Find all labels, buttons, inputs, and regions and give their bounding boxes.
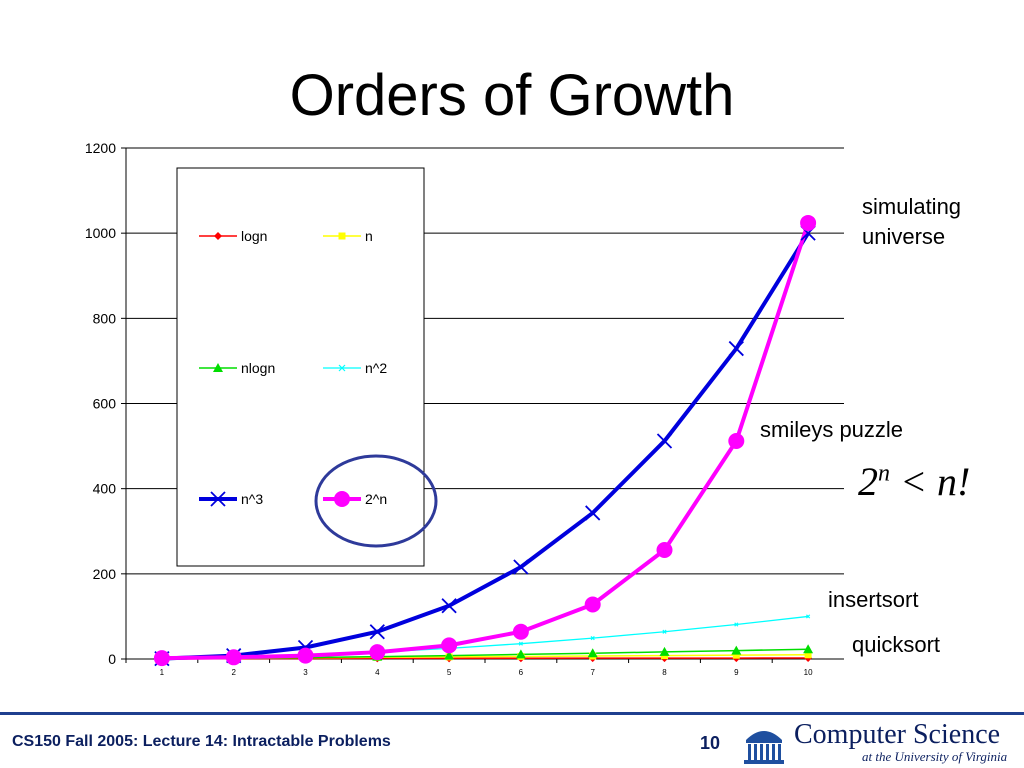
x-tick-label: 3 bbox=[303, 668, 308, 677]
formula: 2n < n! bbox=[858, 458, 970, 505]
data-point bbox=[334, 491, 350, 507]
y-tick-label: 200 bbox=[93, 566, 117, 582]
y-tick-label: 600 bbox=[93, 396, 117, 412]
x-tick-label: 10 bbox=[804, 668, 813, 677]
data-point bbox=[728, 340, 744, 357]
data-point bbox=[214, 232, 222, 240]
data-point bbox=[338, 364, 346, 372]
x-tick-label: 8 bbox=[662, 668, 667, 677]
series-line-n3 bbox=[161, 232, 810, 661]
data-point bbox=[213, 363, 223, 372]
data-point bbox=[731, 645, 742, 655]
data-point bbox=[734, 622, 739, 627]
legend-label-logn: logn bbox=[241, 228, 267, 244]
data-point bbox=[806, 614, 811, 619]
data-point bbox=[728, 432, 745, 449]
series-line-2n bbox=[161, 222, 810, 661]
growth-chart: 0 200 400 600 800 1000 1200 1 2 3 4 5 6 7 8 9 10 logn n nlo… bbox=[85, 140, 844, 677]
logo-subtext: at the University of Virginia bbox=[862, 749, 1008, 764]
legend-label-n2: n^2 bbox=[365, 360, 387, 376]
rotunda-icon bbox=[744, 731, 784, 764]
data-point bbox=[656, 433, 673, 449]
logo-text: Computer Science bbox=[794, 719, 1001, 750]
y-tick-label: 1000 bbox=[85, 225, 116, 241]
annotation-simulating: simulating bbox=[862, 194, 962, 219]
data-point bbox=[662, 629, 667, 634]
formula-exponent: n bbox=[878, 460, 890, 487]
slide-title: Orders of Growth bbox=[289, 63, 735, 128]
data-point bbox=[441, 598, 457, 614]
x-tick-label: 1 bbox=[160, 668, 165, 677]
y-tick-label: 0 bbox=[108, 651, 116, 667]
data-point bbox=[441, 637, 458, 654]
data-point bbox=[732, 651, 740, 659]
data-point bbox=[584, 596, 601, 613]
x-tick-label: 5 bbox=[447, 668, 452, 677]
annotation-quicksort: quicksort bbox=[852, 632, 941, 657]
legend-label-n3: n^3 bbox=[241, 491, 263, 507]
data-point bbox=[338, 232, 346, 240]
data-point bbox=[515, 649, 526, 659]
data-point bbox=[153, 650, 170, 667]
formula-rest: < n! bbox=[900, 459, 971, 504]
x-tick-label: 6 bbox=[519, 668, 524, 677]
data-point bbox=[369, 624, 385, 640]
x-tick-label: 7 bbox=[590, 668, 595, 677]
footer-lecture-title: CS150 Fall 2005: Lecture 14: Intractable… bbox=[12, 733, 391, 750]
data-point bbox=[297, 647, 314, 664]
formula-base: 2 bbox=[858, 459, 878, 504]
x-tick-label: 4 bbox=[375, 668, 380, 677]
footer-divider bbox=[0, 712, 1024, 715]
annotation-universe: universe bbox=[862, 224, 946, 249]
page-number: 10 bbox=[700, 733, 721, 753]
data-point bbox=[587, 648, 598, 658]
data-point bbox=[225, 649, 242, 666]
data-point bbox=[369, 644, 386, 661]
data-point bbox=[210, 491, 226, 507]
y-tick-label: 1200 bbox=[85, 140, 116, 156]
x-tick-label: 9 bbox=[734, 668, 739, 677]
legend-label-n: n bbox=[365, 228, 373, 244]
department-logo: Computer Science at the University of Vi… bbox=[742, 718, 1014, 766]
data-point bbox=[585, 505, 601, 521]
y-tick-label: 800 bbox=[93, 310, 117, 326]
data-point bbox=[800, 214, 817, 231]
legend-label-nlogn: nlogn bbox=[241, 360, 275, 376]
annotation-insertsort: insertsort bbox=[828, 587, 919, 612]
data-point bbox=[513, 559, 529, 575]
data-point bbox=[512, 623, 529, 640]
legend-label-2n: 2^n bbox=[365, 491, 387, 507]
y-tick-label: 400 bbox=[93, 481, 117, 497]
data-point bbox=[518, 641, 523, 646]
x-tick-label: 2 bbox=[231, 668, 236, 677]
data-point bbox=[656, 541, 673, 558]
data-point bbox=[659, 646, 670, 656]
data-point bbox=[590, 636, 595, 641]
data-point bbox=[804, 651, 812, 659]
data-point bbox=[444, 650, 455, 660]
annotation-smileys-puzzle: smileys puzzle bbox=[760, 417, 904, 442]
data-point bbox=[803, 644, 814, 654]
highlight-circle bbox=[314, 454, 438, 548]
